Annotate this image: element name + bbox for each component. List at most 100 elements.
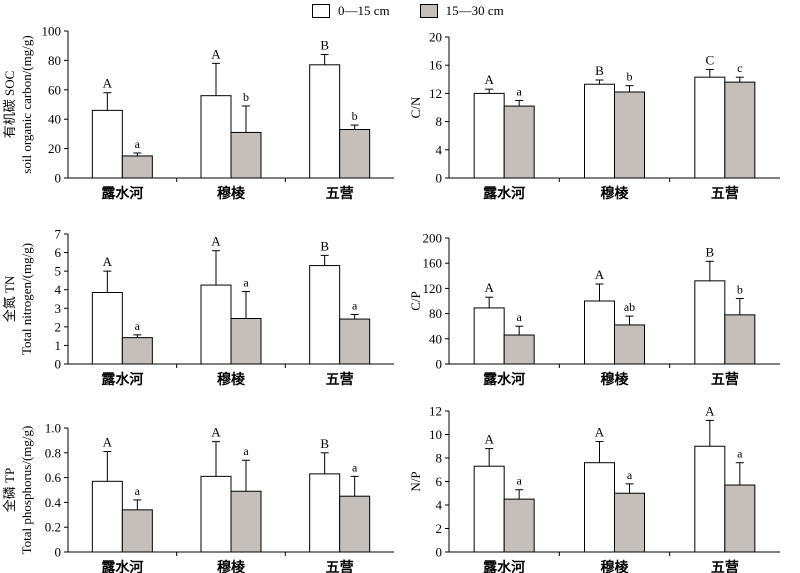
y-tick-label: 5 [55, 264, 62, 279]
y-tick-label: 40 [429, 331, 442, 346]
significance-label: A [211, 46, 221, 61]
bar [584, 300, 615, 365]
bar [230, 131, 262, 179]
y-tick-label: 200 [423, 231, 443, 246]
significance-label: A [595, 267, 605, 282]
x-tick-label: 穆棱 [601, 185, 630, 202]
y-tick-label: 6 [55, 245, 62, 260]
y-tick-label: 80 [429, 306, 442, 321]
y-tick-label: 1.0 [45, 421, 61, 436]
x-tick-label: 露水河 [483, 559, 525, 573]
x-tick-label: 五营 [326, 559, 354, 573]
significance-label: b [627, 70, 633, 84]
y-tick-label: 0 [55, 171, 62, 186]
significance-label: a [517, 310, 523, 324]
bar [339, 495, 371, 553]
bar [200, 475, 232, 553]
bar [121, 337, 153, 365]
y-axis-label: C/N [408, 96, 423, 118]
bar [473, 307, 505, 365]
bar [473, 465, 505, 553]
y-tick-label: 2 [436, 521, 443, 536]
significance-label: b [737, 282, 743, 296]
significance-label: a [135, 319, 141, 333]
y-tick-label: 4 [436, 498, 443, 513]
y-tick-label: 8 [436, 114, 443, 129]
significance-label: B [320, 238, 329, 253]
x-tick-label: 露水河 [101, 185, 143, 202]
significance-label: b [243, 90, 249, 104]
bar [724, 81, 756, 179]
y-tick-label: 160 [423, 256, 443, 271]
bar [614, 492, 645, 553]
significance-label: a [243, 444, 249, 458]
y-tick-label: 10 [429, 427, 442, 442]
bar [230, 318, 262, 365]
significance-label: A [103, 76, 113, 91]
x-tick-label: 五营 [711, 559, 739, 573]
bar [694, 280, 726, 365]
x-tick-label: 五营 [326, 185, 354, 202]
bar [230, 490, 262, 553]
y-tick-label: 6 [436, 474, 443, 489]
y-tick-label: 0 [436, 171, 443, 186]
y-tick-label: 1 [55, 338, 62, 353]
significance-label: A [484, 72, 494, 87]
bar [121, 155, 153, 179]
significance-label: c [737, 61, 742, 75]
legend-label-subsurface: 15—30 cm [445, 3, 504, 18]
significance-label: A [595, 425, 605, 440]
y-tick-label: 0 [436, 357, 443, 372]
y-axis-label: Total phosphorus/(mg/g) [19, 426, 34, 555]
y-tick-label: 0.2 [45, 520, 61, 535]
x-tick-label: 穆棱 [217, 559, 246, 573]
y-tick-label: 2 [55, 319, 62, 334]
x-tick-label: 露水河 [101, 371, 143, 388]
x-tick-label: 穆棱 [601, 371, 630, 388]
x-tick-label: 穆棱 [601, 559, 630, 573]
significance-label: a [737, 447, 743, 461]
bar [503, 105, 535, 179]
y-tick-label: 4 [55, 282, 62, 297]
bar [91, 109, 123, 179]
significance-label: a [517, 474, 523, 488]
x-tick-label: 五营 [711, 371, 739, 388]
bar [309, 265, 341, 365]
significance-label: A [211, 234, 221, 249]
y-tick-label: 20 [429, 30, 442, 45]
y-tick-label: 0 [55, 357, 62, 372]
bar [584, 83, 615, 179]
y-tick-label: 0 [55, 545, 62, 560]
y-tick-label: 0.4 [45, 495, 62, 510]
significance-label: a [627, 468, 633, 482]
bar [309, 64, 341, 179]
y-axis-label: N/P [408, 471, 423, 491]
bar [724, 314, 756, 365]
y-tick-label: 60 [48, 82, 61, 97]
significance-label: A [211, 425, 221, 440]
y-axis-label: 全氮 TN [2, 275, 17, 322]
significance-label: B [320, 38, 329, 53]
x-tick-label: 露水河 [483, 371, 525, 388]
bar [614, 324, 645, 365]
bar [473, 92, 505, 179]
bar [339, 128, 371, 179]
bar [724, 484, 756, 553]
x-tick-label: 露水河 [483, 185, 525, 202]
y-axis-label: C/P [408, 291, 423, 311]
y-axis-label: 全磷 TP [2, 468, 17, 512]
y-tick-label: 0.8 [45, 445, 61, 460]
significance-label: A [484, 432, 494, 447]
y-tick-label: 7 [55, 227, 62, 242]
y-tick-label: 8 [436, 451, 443, 466]
bar [200, 284, 232, 365]
significance-label: B [705, 244, 714, 259]
y-tick-label: 100 [42, 24, 62, 39]
significance-label: a [517, 84, 523, 98]
bar [200, 95, 232, 179]
significance-label: a [243, 276, 249, 290]
y-tick-label: 12 [429, 86, 442, 101]
legend-label-surface: 0—15 cm [338, 3, 390, 18]
bar [309, 473, 341, 553]
